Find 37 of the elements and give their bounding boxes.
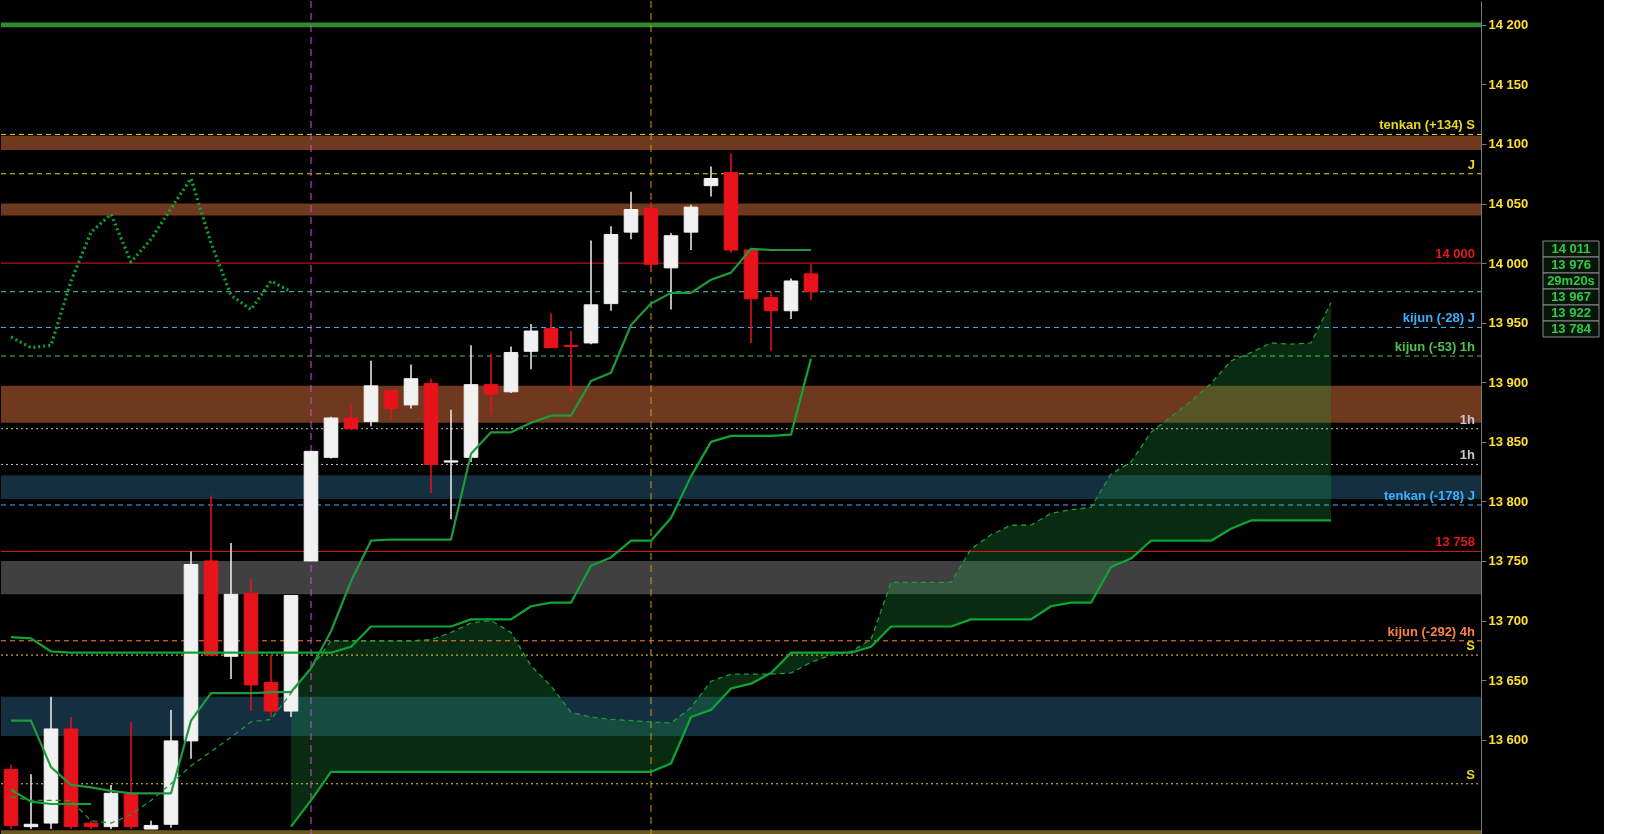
text: 14 011 — [1551, 241, 1591, 256]
candlestick — [83, 819, 99, 830]
y-tick-label: 13 850 — [1488, 434, 1529, 450]
y-tick-label: 13 650 — [1488, 672, 1529, 688]
line-series — [9, 357, 813, 654]
y-tick-label: 14 000 — [1488, 255, 1529, 271]
y-tick-label: 13 950 — [1488, 315, 1529, 331]
candlestick — [443, 408, 459, 521]
y-tick-label: 14 050 — [1488, 196, 1529, 212]
ref-line-label: tenkan (+134) S — [1379, 117, 1476, 133]
ref-line-label: kijun (-53) 1h — [1394, 339, 1476, 355]
y-tick-label: 14 100 — [1488, 136, 1529, 152]
y-tick-label: 13 600 — [1488, 732, 1529, 748]
ref-line-label: 14 000 — [1435, 246, 1475, 262]
ref-line-label: kijun (-28) J — [1402, 310, 1475, 326]
ref-line-label: S — [1466, 766, 1476, 782]
y-tick-label: 13 700 — [1488, 613, 1529, 629]
y-tick-label: 13 800 — [1488, 493, 1529, 509]
ref-line-label: tenkan (-178) J — [1383, 487, 1475, 503]
ref-line-label: 13 758 — [1435, 534, 1475, 550]
candlestick — [303, 450, 319, 562]
y-tick-label: 13 900 — [1488, 374, 1529, 390]
text: 13 976 — [1551, 257, 1591, 272]
y-tick-label: 14 150 — [1488, 76, 1529, 92]
text: 13 922 — [1551, 305, 1591, 320]
y-tick-label: 13 750 — [1488, 553, 1529, 569]
line-series — [9, 176, 293, 350]
candlestick — [143, 819, 159, 830]
ref-line-label: S — [1466, 638, 1476, 654]
text: 29m20s — [1547, 273, 1595, 288]
ref-line-label: kijun (-292) 4h — [1387, 623, 1476, 639]
ref-line-label: 1h — [1459, 447, 1476, 463]
text: 13 784 — [1551, 321, 1592, 336]
ref-line-label: J — [1467, 156, 1475, 172]
ref-line-label: 1h — [1459, 411, 1476, 427]
text: 13 967 — [1551, 289, 1591, 304]
y-tick-label: 14 200 — [1488, 17, 1529, 33]
